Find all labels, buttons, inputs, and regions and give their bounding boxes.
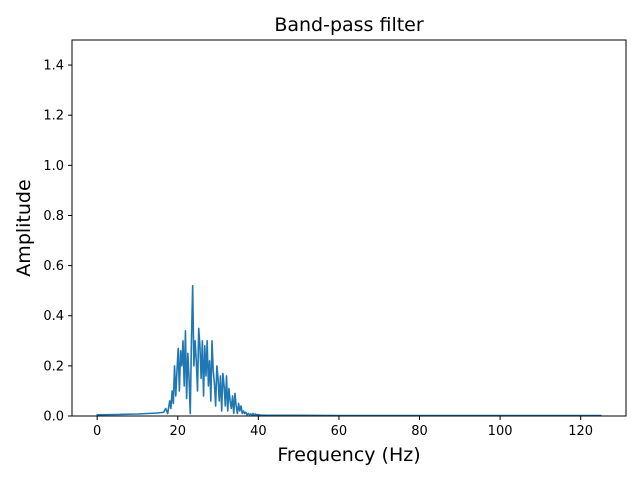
chart-title: Band-pass filter bbox=[274, 14, 424, 36]
y-tick-label: 1.2 bbox=[43, 109, 64, 124]
axis-ticks: 0 20 40 60 80 100 120 0.0 0.2 0.4 0.6 0.8 1.0 1.2 1.4 bbox=[43, 59, 593, 439]
x-tick-label: 80 bbox=[411, 424, 428, 439]
y-tick-label: 0.0 bbox=[43, 410, 64, 425]
y-tick-label: 1.0 bbox=[43, 159, 64, 174]
x-tick-label: 40 bbox=[250, 424, 267, 439]
x-tick-label: 100 bbox=[488, 424, 513, 439]
x-tick-label: 20 bbox=[169, 424, 186, 439]
x-tick-label: 60 bbox=[331, 424, 348, 439]
y-tick-label: 0.2 bbox=[43, 359, 64, 374]
x-axis-label: Frequency (Hz) bbox=[277, 444, 420, 466]
x-tick-label: 0 bbox=[93, 424, 101, 439]
x-tick-label: 120 bbox=[568, 424, 593, 439]
y-tick-label: 0.6 bbox=[43, 259, 64, 274]
plot-area bbox=[96, 284, 602, 417]
y-tick-label: 1.4 bbox=[43, 59, 64, 74]
y-tick-label: 0.8 bbox=[43, 209, 64, 224]
y-axis-label: Amplitude bbox=[13, 179, 35, 276]
plot-frame bbox=[71, 39, 627, 417]
y-tick-label: 0.4 bbox=[43, 309, 64, 324]
series-line bbox=[96, 284, 602, 417]
